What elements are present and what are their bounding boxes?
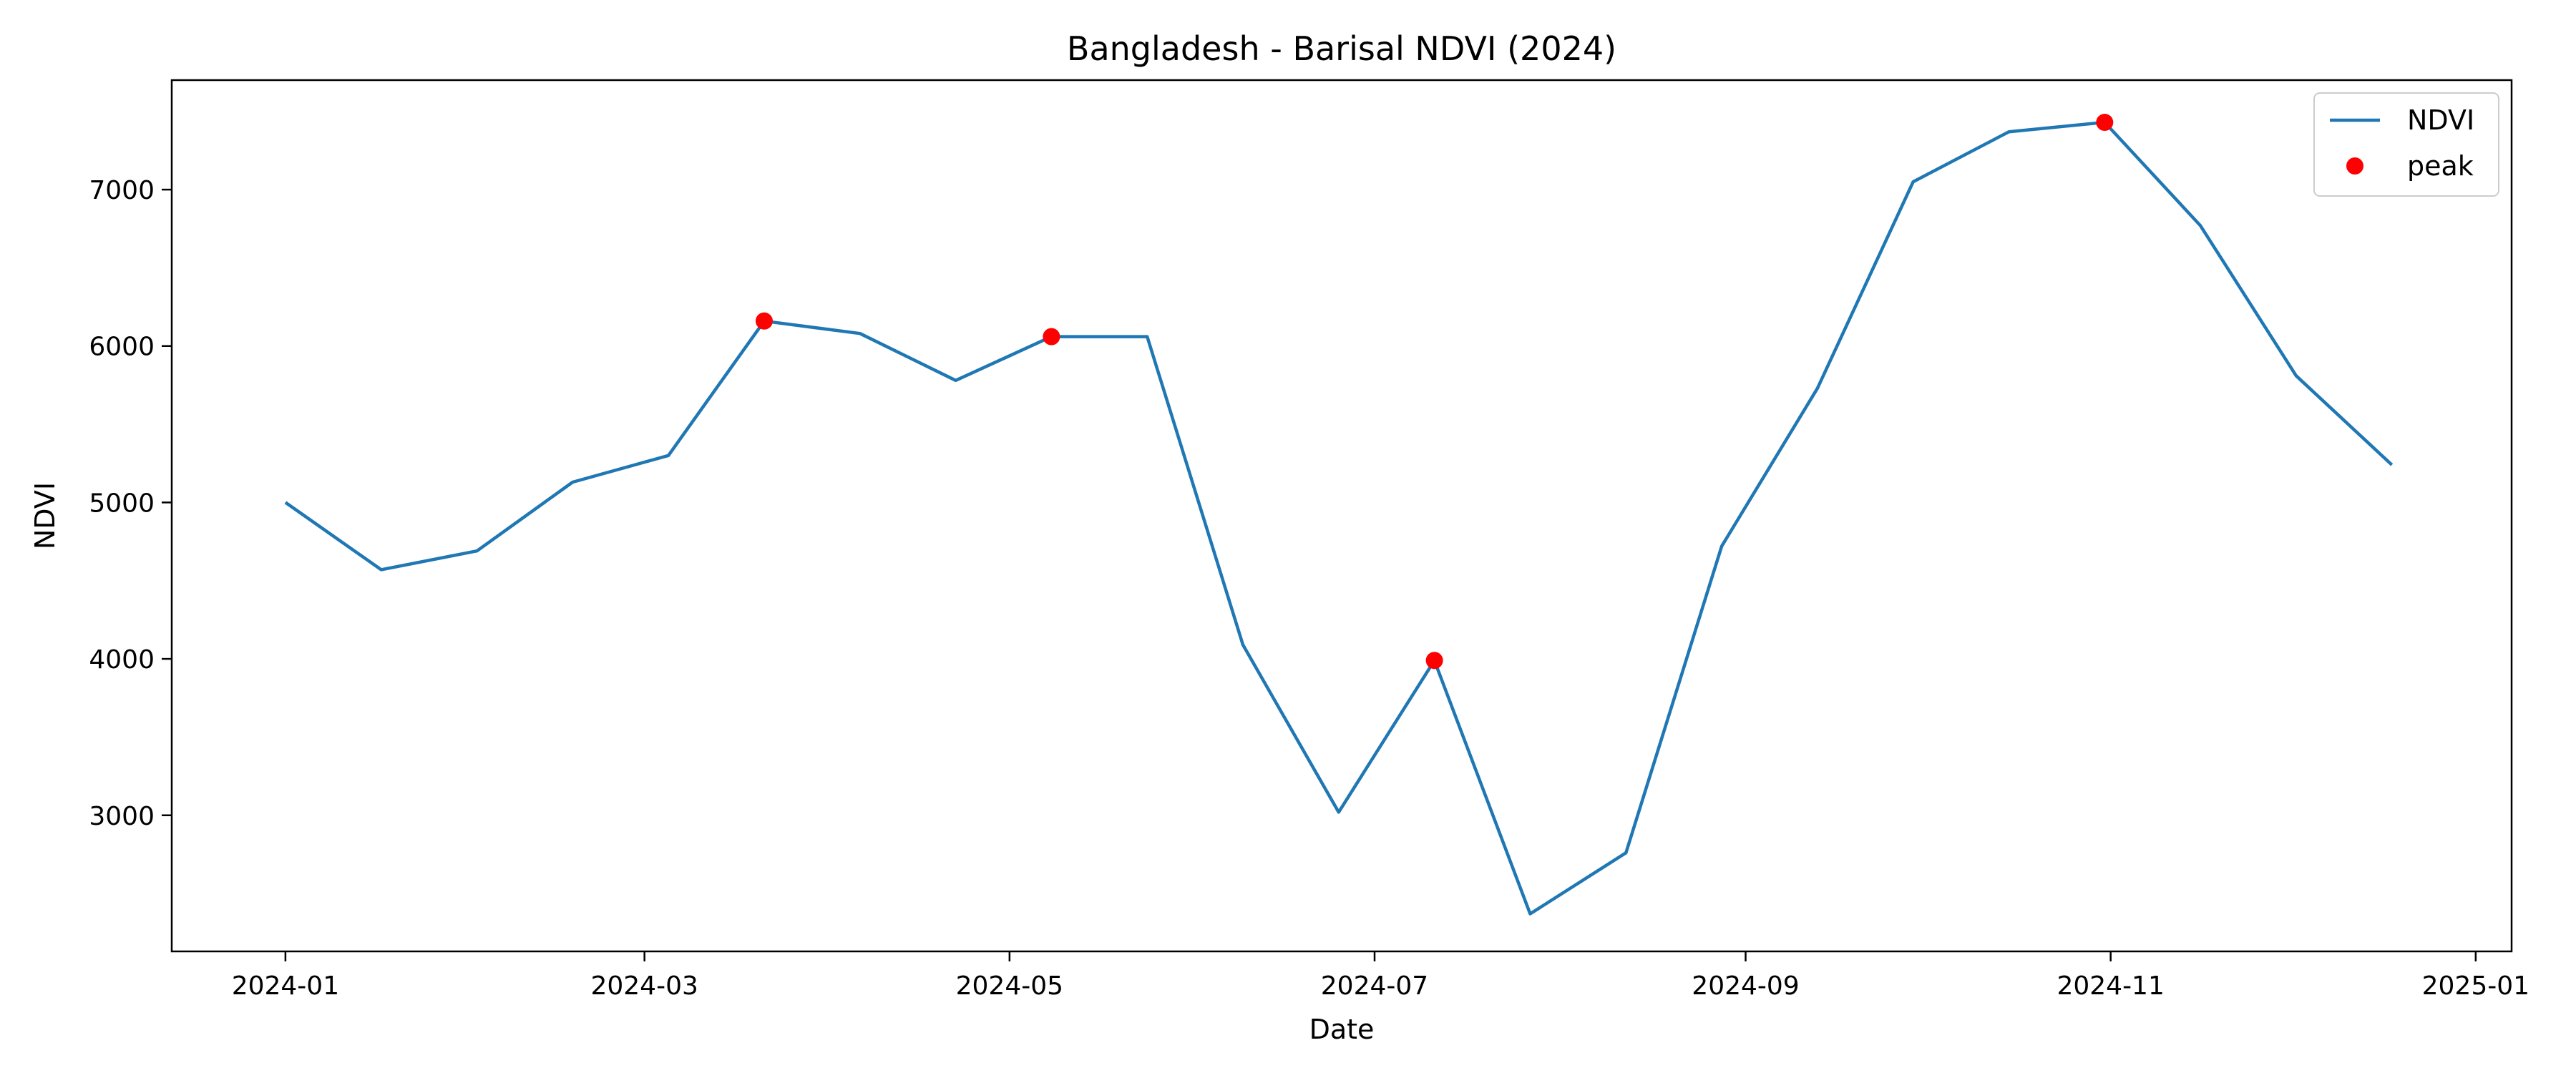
legend-ndvi-label: NDVI xyxy=(2407,104,2474,136)
y-tick-label: 3000 xyxy=(89,802,155,831)
x-axis: 2024-01 2024-03 2024-05 2024-07 2024-09 2024-… xyxy=(232,951,2529,1001)
peak-marker xyxy=(1043,328,1060,346)
y-axis: 3000 4000 5000 6000 7000 xyxy=(89,176,172,831)
legend: NDVI peak xyxy=(2313,92,2499,197)
chart-title: Bangladesh - Barisal NDVI (2024) xyxy=(1067,29,1616,68)
x-tick-label: 2024-05 xyxy=(956,971,1063,1001)
legend-peak-swatch xyxy=(2346,157,2363,175)
peak-marker xyxy=(755,312,773,330)
series-layer xyxy=(284,114,2394,916)
x-tick-label: 2024-01 xyxy=(232,971,339,1001)
peak-marker xyxy=(1425,652,1443,670)
y-tick-label: 4000 xyxy=(89,645,155,675)
y-axis-label: NDVI xyxy=(29,482,61,549)
x-tick-label: 2024-11 xyxy=(2057,971,2164,1001)
legend-peak-label: peak xyxy=(2407,150,2474,182)
x-tick-label: 2024-09 xyxy=(1692,971,1799,1001)
x-tick-label: 2024-03 xyxy=(590,971,698,1001)
ndvi-series-line xyxy=(284,120,2394,916)
x-axis-label: Date xyxy=(1309,1014,1375,1045)
y-tick-label: 6000 xyxy=(89,333,155,362)
x-tick-label: 2024-07 xyxy=(1321,971,1428,1001)
x-tick-label: 2025-01 xyxy=(2422,971,2529,1001)
peak-marker xyxy=(2096,114,2114,132)
plot-area-frame xyxy=(170,79,2513,953)
y-tick-label: 7000 xyxy=(89,176,155,205)
y-tick-label: 5000 xyxy=(89,489,155,518)
